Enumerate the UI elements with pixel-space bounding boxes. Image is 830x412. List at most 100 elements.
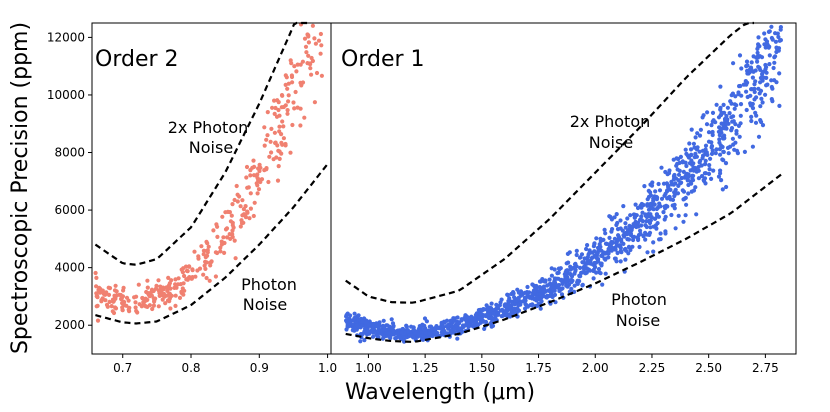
data-point [95, 303, 100, 308]
data-point [666, 195, 671, 200]
data-point [290, 122, 295, 128]
data-point [213, 274, 218, 279]
data-point [513, 302, 518, 307]
data-point [312, 36, 317, 41]
data-point [552, 292, 558, 297]
order-1-photon-noise-curve [345, 171, 785, 343]
data-point [585, 243, 590, 248]
data-point [306, 40, 311, 45]
data-point [511, 291, 516, 296]
data-point [635, 235, 640, 240]
data-point [205, 248, 210, 253]
data-point [643, 212, 648, 217]
x-tick-label: 0.9 [250, 361, 269, 375]
data-point [611, 240, 616, 245]
order-1-2x-photon-noise-curve [345, 21, 754, 304]
data-point [281, 124, 286, 129]
data-point [308, 66, 313, 71]
data-point [497, 303, 502, 308]
data-point [724, 121, 729, 126]
data-point [289, 61, 294, 66]
data-point [204, 260, 209, 265]
data-point [539, 294, 544, 299]
order-1-photon-label: Photon [611, 290, 667, 309]
data-point [455, 315, 460, 320]
data-point [606, 251, 611, 256]
data-point [135, 310, 140, 315]
data-point [298, 106, 303, 111]
data-point [422, 316, 428, 321]
data-point [703, 162, 708, 167]
data-point [686, 155, 692, 160]
data-point [689, 127, 694, 132]
data-point [753, 120, 759, 125]
data-point [775, 31, 780, 36]
data-point [614, 212, 619, 217]
data-point [468, 315, 473, 320]
data-point [729, 115, 734, 120]
data-point [555, 271, 560, 276]
data-point [762, 31, 767, 36]
data-point [106, 292, 112, 297]
data-point [363, 326, 368, 331]
data-point [612, 236, 618, 241]
data-point [448, 328, 454, 333]
data-point [151, 303, 156, 308]
data-point [700, 148, 706, 153]
data-point [724, 184, 729, 190]
data-point [313, 41, 318, 46]
data-point [707, 167, 712, 172]
data-point [547, 277, 552, 282]
data-point [118, 292, 123, 298]
data-point [634, 224, 640, 229]
data-point [640, 219, 646, 224]
data-point [770, 86, 775, 91]
y-tick-label: 6000 [54, 203, 85, 217]
data-point [253, 173, 258, 178]
data-point [272, 130, 277, 135]
data-point [241, 220, 246, 225]
data-point [265, 133, 270, 138]
data-point [684, 163, 689, 169]
data-point [312, 100, 317, 105]
data-point [618, 243, 623, 248]
data-point [749, 60, 754, 65]
data-point [713, 151, 718, 156]
data-point [145, 285, 150, 290]
data-point [760, 70, 765, 75]
data-point [669, 212, 674, 218]
data-point [427, 331, 432, 336]
data-point [623, 221, 628, 226]
data-point [479, 312, 484, 317]
data-point [718, 84, 723, 89]
data-point [645, 250, 650, 255]
data-point [109, 304, 114, 309]
data-point [463, 317, 468, 322]
data-point [665, 182, 671, 188]
data-point [673, 176, 679, 181]
data-point [673, 226, 678, 231]
data-point [706, 130, 712, 135]
data-point [714, 102, 719, 107]
data-point [652, 216, 658, 221]
data-point [596, 267, 602, 272]
data-point [725, 105, 731, 110]
data-point [201, 252, 206, 257]
data-point [156, 304, 161, 309]
data-point [225, 235, 230, 240]
data-point [650, 180, 655, 185]
data-point [709, 123, 714, 128]
data-point [764, 70, 769, 75]
data-point [751, 54, 756, 59]
data-point [469, 319, 474, 324]
data-point [173, 303, 178, 308]
data-point [654, 226, 659, 231]
data-point [647, 220, 653, 226]
data-point [662, 204, 667, 209]
data-point [681, 169, 686, 174]
data-point [433, 327, 438, 332]
data-point [603, 271, 608, 276]
data-point [696, 168, 701, 173]
data-point [178, 282, 183, 287]
data-point [750, 75, 756, 80]
